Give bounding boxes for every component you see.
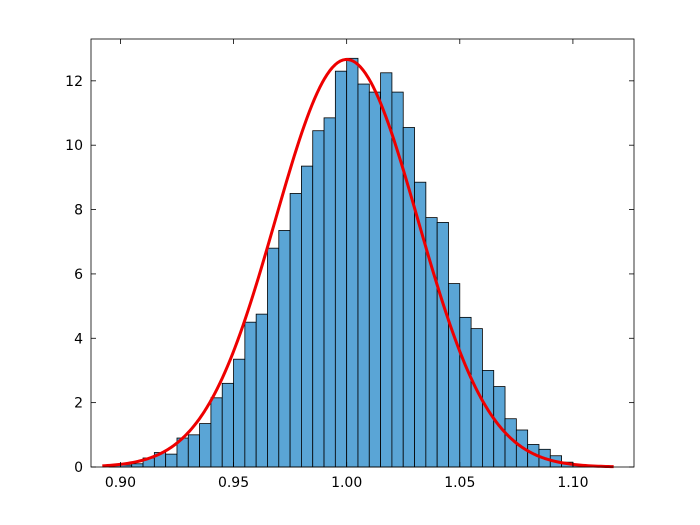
- y-tick-label: 4: [74, 331, 83, 347]
- histogram-bar: [131, 463, 144, 468]
- histogram-bar: [221, 382, 234, 468]
- x-tick-label: 1.00: [331, 475, 362, 491]
- histogram-bar: [368, 91, 382, 468]
- histogram-bar: [233, 358, 246, 468]
- y-tick-label: 0: [74, 460, 83, 476]
- histogram-bar: [210, 397, 223, 468]
- histogram-bar: [482, 370, 495, 468]
- histogram-bar: [165, 453, 178, 468]
- histogram-bars: [108, 57, 608, 468]
- y-tick-label: 10: [65, 138, 83, 154]
- histogram-bar: [357, 83, 370, 468]
- y-tick-label: 8: [74, 203, 83, 219]
- histogram-bar: [278, 230, 291, 468]
- histogram-bar: [323, 117, 336, 468]
- x-tick-label: 0.95: [218, 475, 249, 491]
- y-tick-label: 12: [65, 74, 83, 90]
- y-axis-ticks: 0 2 4 6 8 10 12: [65, 74, 634, 476]
- histogram-bar: [187, 434, 201, 468]
- x-tick-label: 0.90: [105, 475, 136, 491]
- x-tick-label: 1.05: [444, 475, 475, 491]
- axes-frame: [90, 38, 635, 468]
- histogram-bar: [267, 247, 280, 468]
- x-tick-label: 1.10: [557, 475, 588, 491]
- histogram-bar: [459, 316, 472, 468]
- histogram-bar: [289, 193, 302, 468]
- normal-fit-curve: [102, 57, 614, 469]
- histogram-bar: [199, 423, 212, 468]
- histogram-bar: [312, 130, 325, 468]
- histogram-bar: [436, 222, 449, 468]
- y-tick-label: 2: [74, 396, 83, 412]
- histogram-bar: [448, 283, 461, 468]
- histogram-bar: [334, 70, 348, 468]
- histogram-bar: [346, 57, 359, 468]
- x-axis-ticks: 0.90 0.95 1.00 1.05 1.10: [105, 39, 588, 491]
- y-tick-label: 6: [74, 267, 83, 283]
- histogram-bar: [255, 313, 268, 468]
- histogram-bar: [301, 165, 314, 468]
- histogram-bar: [244, 321, 257, 468]
